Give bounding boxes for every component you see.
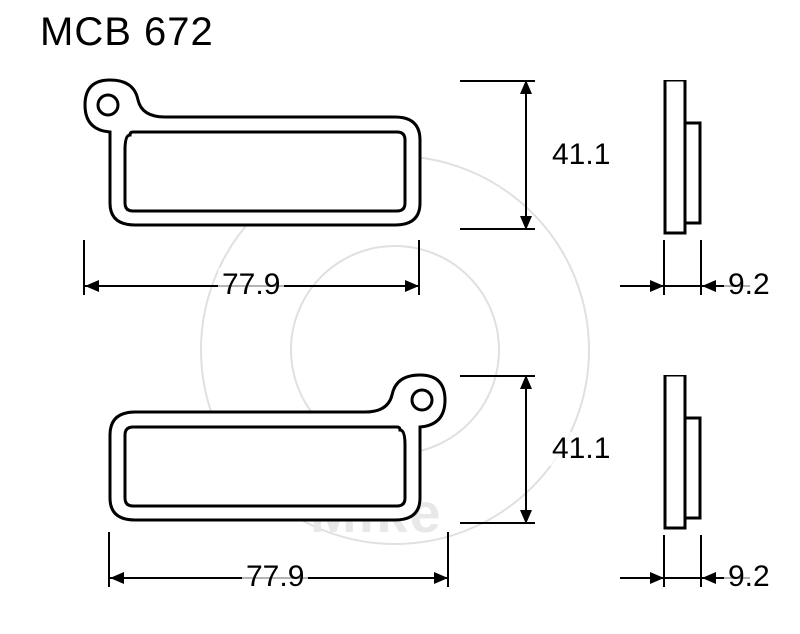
arrow-icon	[110, 572, 124, 584]
dim-height-bottom: 41.1	[548, 432, 614, 466]
brake-pad-top-face	[70, 75, 450, 255]
dim-width-top: 77.9	[218, 268, 284, 302]
arrow-icon	[520, 510, 532, 524]
arrow-icon	[520, 216, 532, 230]
brake-pad-top-side	[660, 80, 720, 255]
brake-pad-bottom-face	[70, 370, 450, 550]
arrow-icon	[434, 572, 448, 584]
product-model-number: MCB 672	[40, 10, 214, 55]
arrow-icon	[85, 280, 99, 292]
dim-width-bottom: 77.9	[242, 560, 308, 594]
arrow-icon	[405, 280, 419, 292]
dim-line	[525, 82, 527, 228]
arrow-icon	[520, 375, 532, 389]
arrow-icon	[520, 80, 532, 94]
dim-thickness-top: 9.2	[724, 268, 774, 302]
brake-pad-bottom-side	[660, 375, 720, 550]
arrow-icon	[650, 280, 664, 292]
arrow-icon	[650, 572, 664, 584]
dim-line	[525, 377, 527, 522]
arrow-icon	[702, 572, 716, 584]
dim-thickness-bottom: 9.2	[724, 560, 774, 594]
dim-height-top: 41.1	[548, 138, 614, 172]
arrow-icon	[702, 280, 716, 292]
